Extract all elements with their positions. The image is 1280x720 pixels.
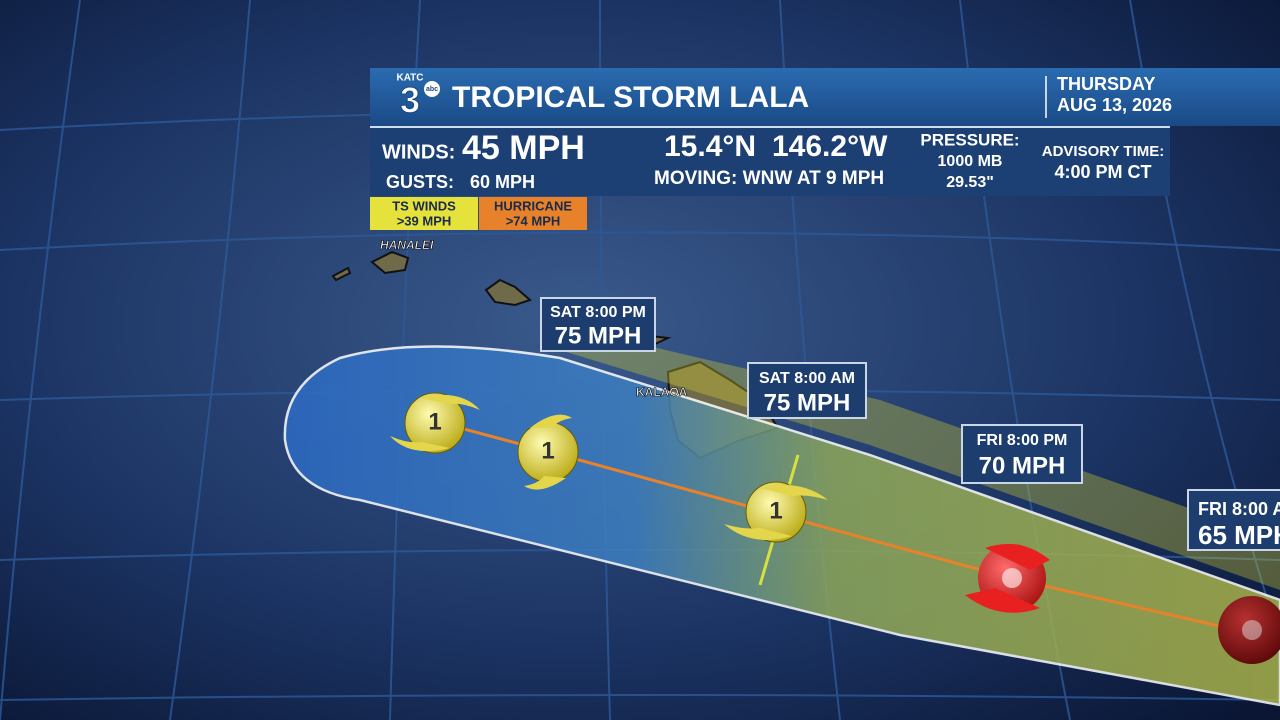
forecast-wind: 75 MPH [764,389,851,416]
forecast-time: FRI 8:00 PM [977,432,1068,449]
info-bar [370,126,1170,196]
legend-threshold: >39 MPH [397,213,452,228]
header-bar [370,68,1280,126]
logo-network: abc [426,86,438,93]
logo: KATC 3 abc [396,73,440,121]
forecast-wind: 70 MPH [979,452,1066,479]
wind-glow [560,330,1280,590]
category-label: 1 [769,497,782,524]
header-date: AUG 13, 2026 [1057,95,1172,115]
forecast-label: FRI 8:00 PM 70 MPH [961,424,1083,484]
storm-icon [965,544,1050,613]
header-title: TROPICAL STORM LALA [452,81,809,114]
forecast-time: SAT 8:00 AM [759,370,855,387]
info-value: 4:00 PM CT [1054,162,1151,182]
legend-swatch [479,197,587,230]
forecast-time: SAT 8:00 PM [550,304,646,321]
info-label: WINDS: [382,141,455,163]
legend-label: HURRICANE [494,198,572,213]
info-label: GUSTS: [386,172,454,192]
info-value: 29.53" [946,174,994,191]
legend-swatch [370,197,478,230]
logo-station: KATC [396,73,423,84]
info-value: MOVING: WNW AT 9 MPH [654,168,884,189]
info-value: 146.2°W [772,130,888,163]
forecast-label: SAT 8:00 AM 75 MPH [747,362,867,419]
forecast-wind: 65 MPH [1198,520,1280,550]
info-value: 45 MPH [462,129,585,167]
legend-label: TS WINDS [392,198,456,213]
info-value: 1000 MB [938,153,1003,170]
info-label: PRESSURE: [920,130,1019,149]
storm-icon: 1 [517,414,579,490]
forecast-wind: 75 MPH [555,322,642,349]
category-label: 1 [541,437,554,464]
forecast-label: SAT 8:00 PM 75 MPH [540,297,656,352]
info-value: 60 MPH [470,172,535,192]
storm-icon [1218,596,1280,664]
category-label: 1 [428,408,441,435]
header-day: THURSDAY [1057,74,1155,94]
storm-icon: 1 [390,392,480,454]
logo-channel: 3 [400,80,420,121]
info-label: ADVISORY TIME: [1042,143,1165,160]
storm-icon: 1 [724,481,828,543]
legend-threshold: >74 MPH [506,213,561,228]
place-label: KALAOA [636,385,688,399]
place-label: HANALEI [380,238,434,252]
forecast-time: FRI 8:00 AM [1198,499,1280,519]
info-value: 15.4°N [664,130,756,163]
forecast-label: FRI 8:00 AM 65 MPH [1187,489,1280,551]
